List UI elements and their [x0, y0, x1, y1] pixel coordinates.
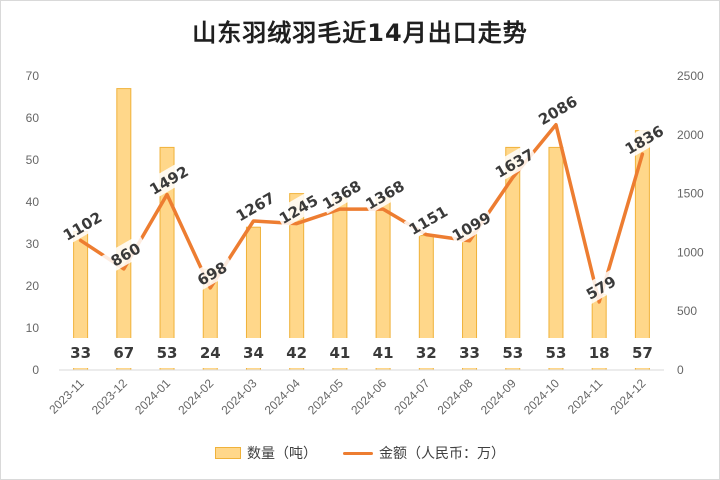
line-value-label-bg: [58, 205, 107, 246]
legend-item-amount: 金额（人民币：万）: [343, 443, 505, 463]
x-tick-label: 2023-12: [89, 376, 130, 417]
x-tick-label: 2024-06: [348, 376, 389, 417]
chart-legend: 数量（吨） 金额（人民币：万）: [1, 443, 719, 463]
bar-value-label-bg: [582, 338, 617, 368]
line-value-label-bg: [533, 90, 582, 130]
x-tick-label: 2023-11: [46, 376, 87, 417]
chart-plot: 0 10 20 30 40 50 60 70 0 500 1000 1500 2000 2500 33 67 5…: [26, 69, 704, 417]
bar: [116, 88, 132, 371]
legend-line-swatch: [343, 451, 373, 455]
bar-value-label-bg: [322, 338, 357, 368]
line-value-label-bg: [360, 174, 409, 214]
bar-value-label: 53: [546, 344, 567, 362]
bar-value-label: 67: [113, 344, 134, 362]
y-right-tick-label: 0: [677, 363, 684, 377]
line-value-label-bg: [187, 253, 236, 293]
y-right-tick-label: 1500: [677, 187, 704, 201]
bar-value-label-bg: [193, 338, 228, 368]
line-value-label-bg: [144, 160, 193, 200]
y-right-tick-label: 2500: [677, 69, 704, 83]
bar-value-label-bg: [452, 338, 487, 368]
line-value-label-group: 2086: [533, 90, 582, 130]
x-tick-label: 2024-02: [175, 376, 216, 417]
bar-value-label: 53: [157, 344, 178, 362]
bar: [548, 146, 564, 371]
bar-value-label-bg: [625, 338, 660, 368]
bar-value-label: 42: [286, 344, 307, 362]
bar-value-label: 41: [329, 344, 350, 362]
line-value-label-bg: [274, 189, 323, 229]
y-left-tick-label: 60: [26, 111, 40, 125]
y-left-tick-label: 50: [26, 153, 40, 167]
y-right-tick-label: 2000: [677, 128, 704, 142]
chart-title: 山东羽绒羽毛近14月出口走势: [192, 19, 528, 47]
amount-line: [78, 122, 645, 304]
x-tick-label: 2024-11: [565, 376, 606, 417]
bar-value-label: 24: [200, 344, 221, 362]
bar-value-label-bg: [538, 338, 573, 368]
line-value-label: 2086: [535, 92, 580, 128]
bar-value-label: 33: [459, 344, 480, 362]
bar-value-label-bg: [495, 338, 530, 368]
bar-value-label: 33: [70, 344, 91, 362]
bar-value-label-bg: [106, 338, 141, 368]
bar-value-label: 34: [243, 344, 264, 362]
x-tick-label: 2024-05: [305, 376, 346, 417]
y-right-tick-label: 1000: [677, 245, 704, 259]
line-value-label-bg: [619, 119, 668, 159]
line-value-label-bg: [317, 174, 366, 214]
x-tick-label: 2024-07: [391, 376, 432, 417]
bar-value-label: 32: [416, 344, 437, 362]
legend-bar-swatch: [215, 447, 241, 459]
bar-value-label-bg: [409, 338, 444, 368]
x-tick-label: 2024-04: [262, 376, 303, 417]
bar-value-label-bg: [366, 338, 401, 368]
bar-value-label: 18: [589, 344, 610, 362]
bar-value-label: 41: [373, 344, 394, 362]
x-tick-label: 2024-08: [435, 376, 476, 417]
line-value-label-bg: [446, 206, 496, 246]
bar-value-label-bg: [236, 338, 271, 368]
bar-value-label: 57: [632, 344, 653, 362]
y-left-tick-label: 10: [26, 321, 40, 335]
line-value-label-bg: [230, 186, 280, 226]
y-left-tick-label: 0: [32, 363, 39, 377]
x-tick-label: 2024-12: [607, 376, 648, 417]
x-tick-label: 2024-10: [521, 376, 562, 417]
line-value-label-bg: [490, 142, 539, 183]
bar-value-label-bg: [63, 338, 98, 368]
y-left-tick-label: 30: [26, 237, 40, 251]
y-right-tick-label: 500: [677, 304, 697, 318]
bar-value-label-bg: [150, 338, 185, 368]
legend-label-amount: 金额（人民币：万）: [379, 446, 505, 462]
bar-value-label: 53: [502, 344, 523, 362]
line-value-label-bg: [101, 234, 150, 274]
y-left-tick-label: 70: [26, 69, 40, 83]
legend-item-quantity: 数量（吨）: [215, 443, 317, 463]
line-value-label-bg: [403, 200, 452, 240]
x-tick-label: 2024-01: [132, 376, 173, 417]
x-tick-label: 2024-09: [478, 376, 519, 417]
bar-value-label-bg: [279, 338, 314, 368]
y-left-tick-label: 20: [26, 279, 40, 293]
bar: [505, 146, 521, 371]
y-left-tick-label: 40: [26, 195, 40, 209]
x-tick-label: 2024-03: [219, 376, 260, 417]
line-value-label-bg: [576, 267, 625, 307]
legend-label-quantity: 数量（吨）: [247, 446, 317, 462]
